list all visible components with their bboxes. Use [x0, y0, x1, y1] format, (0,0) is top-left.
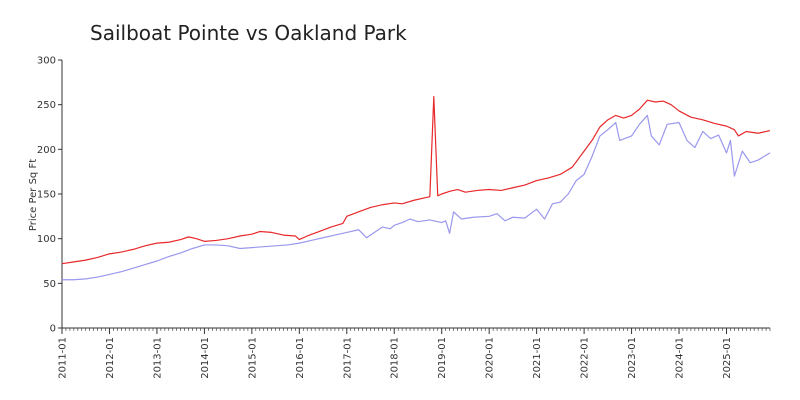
x-tick-label: 2016-01: [295, 337, 306, 379]
x-tick-label: 2022-01: [580, 337, 591, 379]
y-tick-label: 200: [37, 145, 56, 156]
y-tick-label: 100: [37, 234, 56, 245]
series-line-2: [62, 114, 771, 281]
x-tick-label: 2012-01: [105, 337, 116, 379]
x-tick-label: 2021-01: [532, 337, 543, 379]
x-tick-label: 2018-01: [390, 337, 401, 379]
x-tick-label: 2017-01: [342, 337, 353, 379]
x-tick-label: 2025-01: [722, 337, 733, 379]
series-line-1: [61, 96, 771, 265]
x-tick-label: 2020-01: [485, 337, 496, 379]
y-axis-title: Price Per Sq Ft: [28, 159, 39, 231]
y-tick-label: 250: [37, 100, 56, 111]
y-tick-label: 150: [37, 190, 56, 201]
x-tick-label: 2013-01: [152, 337, 163, 379]
x-tick-label: 2014-01: [200, 337, 211, 379]
y-tick-label: 0: [50, 324, 56, 335]
axes: 0 50 100 150 200 250 300 2011-01 2012-01 2013-01 2…: [37, 56, 771, 379]
x-tick-label: 2024-01: [675, 337, 686, 379]
series-layer: [61, 96, 771, 281]
x-tick-label: 2011-01: [58, 337, 69, 379]
y-tick-label: 50: [43, 279, 56, 290]
x-tick-label: 2019-01: [437, 337, 448, 379]
x-tick-label: 2015-01: [247, 337, 258, 379]
chart-title: Sailboat Pointe vs Oakland Park: [90, 21, 407, 45]
x-tick-label: 2023-01: [627, 337, 638, 379]
y-tick-label: 300: [37, 56, 56, 67]
